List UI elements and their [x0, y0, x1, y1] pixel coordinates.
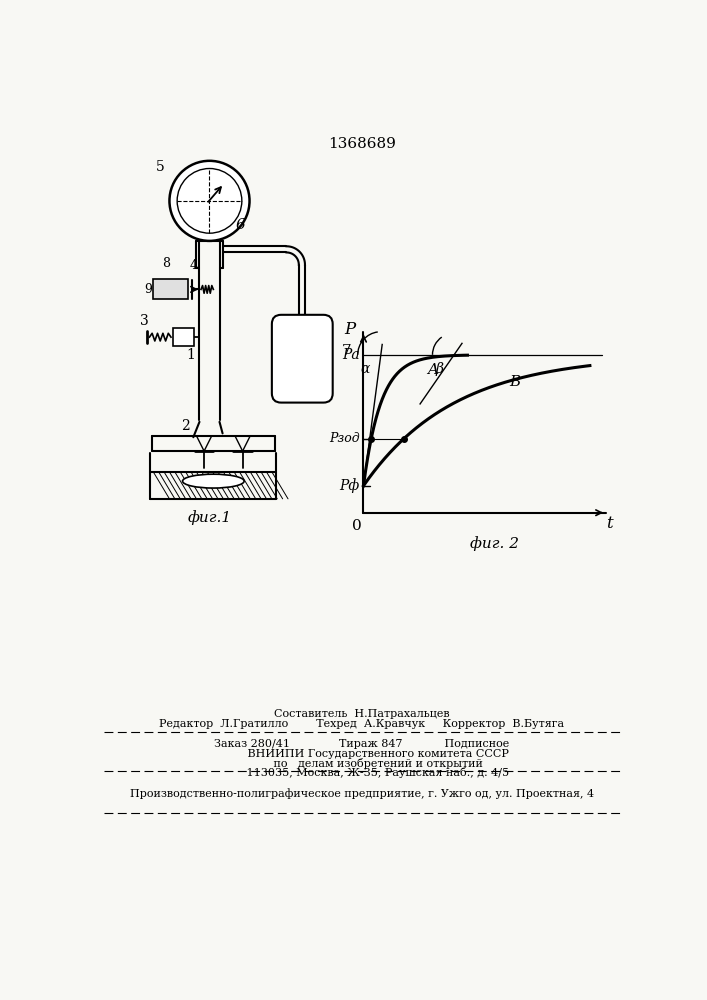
Text: P: P [345, 321, 356, 338]
Text: Pа: Pа [342, 348, 360, 362]
Text: фиг.1: фиг.1 [187, 510, 232, 525]
Text: A: A [427, 363, 438, 377]
Circle shape [177, 169, 242, 233]
Text: Производственно-полиграфическое предприятие, г. Ужго од, ул. Проектная, 4: Производственно-полиграфическое предприя… [130, 788, 594, 799]
Circle shape [170, 161, 250, 241]
Text: 0: 0 [353, 519, 362, 533]
Text: 6: 6 [235, 218, 245, 232]
Text: Редактор  Л.Гратилло        Техред  А.Кравчук     Корректор  В.Бутяга: Редактор Л.Гратилло Техред А.Кравчук Кор… [159, 719, 564, 729]
Bar [153, 279, 188, 299]
Text: Pф: Pф [339, 478, 360, 493]
Text: 7: 7 [342, 344, 351, 358]
Text: 3: 3 [141, 314, 149, 328]
Text: 2: 2 [182, 419, 190, 433]
Text: фиг. 2: фиг. 2 [470, 536, 519, 551]
Text: 1: 1 [187, 348, 196, 362]
Text: 113035, Москва, Ж-35, Раушская наб., д. 4/5: 113035, Москва, Ж-35, Раушская наб., д. … [215, 767, 509, 778]
Text: B: B [509, 375, 520, 389]
Text: 4: 4 [190, 259, 198, 272]
Text: ВНИИПИ Государственного комитета СССР: ВНИИПИ Государственного комитета СССР [216, 749, 508, 759]
Text: t: t [607, 515, 613, 532]
Text: 8: 8 [162, 257, 170, 270]
Text: 5: 5 [156, 160, 165, 174]
Text: Заказ 280/41              Тираж 847            Подписное: Заказ 280/41 Тираж 847 Подписное [214, 739, 510, 749]
Text: β: β [435, 362, 443, 376]
Text: α: α [360, 362, 369, 376]
Text: Pзод: Pзод [329, 432, 360, 445]
Text: по   делам изобретений и открытий: по делам изобретений и открытий [242, 758, 482, 769]
Text: Составитель  Н.Патрахальцев: Составитель Н.Патрахальцев [274, 709, 450, 719]
Text: 9: 9 [144, 283, 152, 296]
Text: 1368689: 1368689 [328, 137, 396, 151]
Bar [173, 328, 194, 346]
FancyBboxPatch shape [272, 315, 333, 403]
Ellipse shape [182, 474, 244, 488]
